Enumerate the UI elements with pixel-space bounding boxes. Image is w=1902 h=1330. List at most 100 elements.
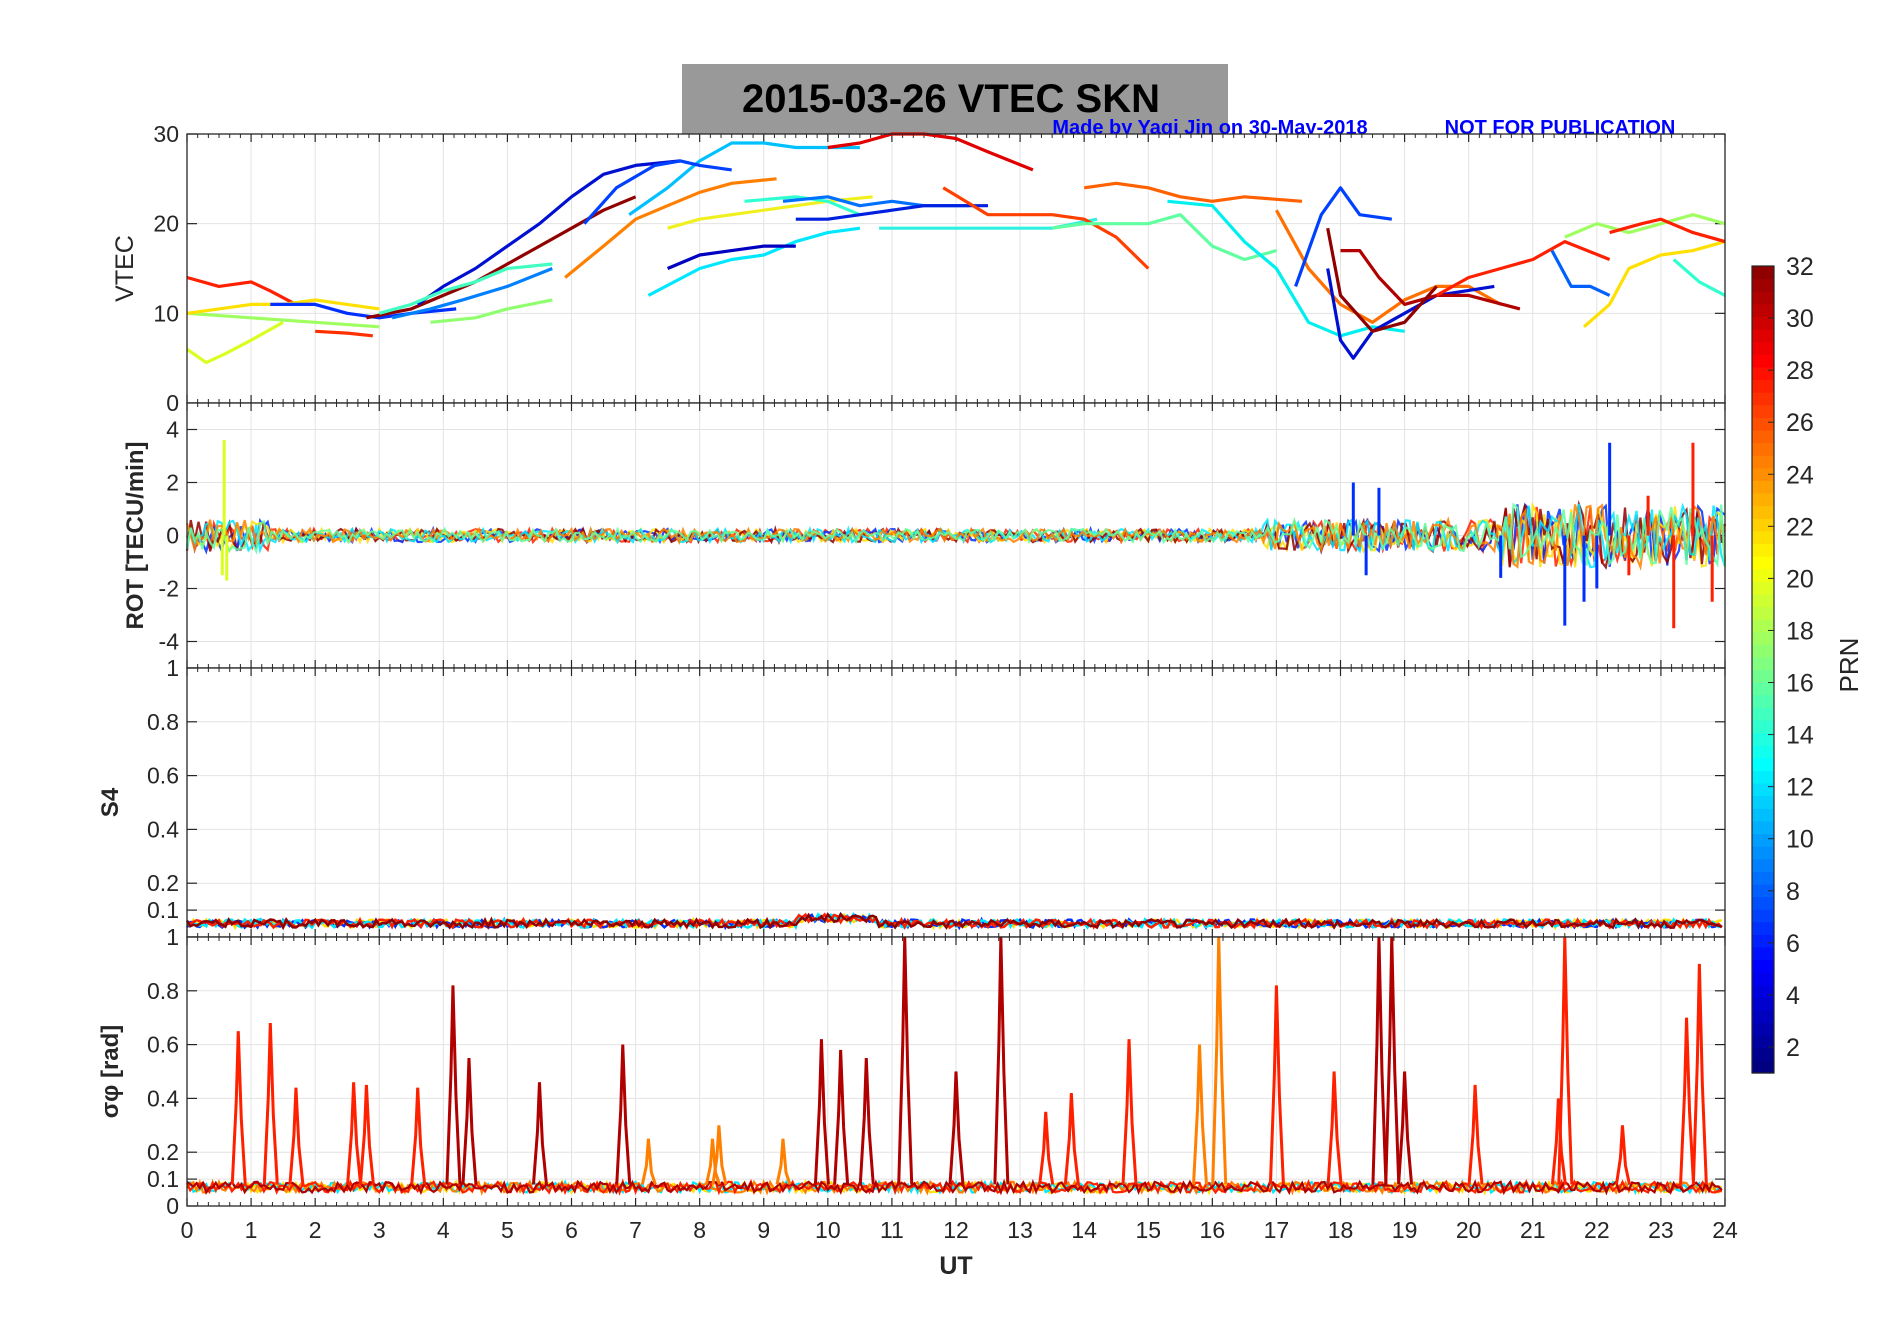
colorbar-tick-label: 6	[1786, 930, 1800, 958]
x-tick-label: 3	[373, 1217, 386, 1243]
colorbar-segment	[1752, 266, 1774, 280]
x-tick-label: 9	[757, 1217, 770, 1243]
y-tick-label: 0.1	[147, 897, 179, 923]
colorbar-segment	[1752, 341, 1774, 355]
series-line	[647, 226, 861, 297]
sigma-spike	[705, 1138, 721, 1185]
x-tick-label: 6	[565, 1217, 578, 1243]
colorbar-segment	[1752, 1047, 1774, 1061]
series-line	[1435, 240, 1611, 297]
colorbar-segment	[1752, 631, 1774, 645]
series-line	[583, 159, 732, 225]
colorbar-segment	[1752, 883, 1774, 898]
y-tick-label: 20	[153, 211, 179, 237]
colorbar-segment	[1752, 518, 1774, 532]
x-tick-label: 2	[309, 1217, 322, 1243]
rot-noise	[185, 502, 1727, 568]
colorbar-tick-label: 30	[1786, 305, 1814, 333]
x-tick-label: 1	[245, 1217, 258, 1243]
colorbar-segment	[1752, 959, 1774, 973]
y-tick-label: 1	[166, 924, 179, 950]
x-tick-label: 19	[1392, 1217, 1418, 1243]
x-tick-label: 23	[1648, 1217, 1674, 1243]
colorbar-segment	[1752, 934, 1774, 948]
sigma-spike	[461, 1057, 478, 1185]
colorbar-segment	[1752, 1022, 1774, 1036]
sigma-spike	[1691, 963, 1708, 1185]
sigma-spike	[358, 1084, 375, 1185]
series-line	[1051, 213, 1277, 262]
colorbar-segment	[1752, 278, 1774, 292]
sigma-spike	[640, 1138, 657, 1185]
y-axis-label: VTEC	[111, 235, 139, 302]
sigma-spike	[1038, 1111, 1055, 1185]
series-line	[430, 298, 553, 324]
colorbar-tick-label: 12	[1786, 774, 1814, 802]
y-tick-label: 0	[166, 390, 179, 416]
series-line	[1167, 199, 1405, 338]
colorbar-segment	[1752, 858, 1774, 872]
series-line	[1564, 213, 1726, 239]
sigma-spike	[711, 1125, 728, 1185]
sigma-spike	[445, 985, 462, 1185]
y-tick-label: 0	[166, 523, 179, 549]
x-tick-label: 13	[1007, 1217, 1033, 1243]
y-axis-label: σφ [rad]	[97, 1025, 124, 1119]
colorbar-segment	[1752, 732, 1774, 746]
y-tick-label: 0.8	[147, 709, 179, 735]
series-line	[1550, 249, 1611, 297]
x-tick-label: 5	[501, 1217, 514, 1243]
sigma-spike	[1550, 1098, 1567, 1185]
sigma-spike	[262, 1023, 279, 1185]
colorbar-segment	[1752, 984, 1774, 998]
sigma-spike	[1467, 1084, 1484, 1185]
colorbar-segment	[1752, 946, 1774, 961]
sigma-spike	[1326, 1071, 1343, 1185]
colorbar-segment	[1752, 808, 1774, 822]
colorbar-segment	[1752, 543, 1774, 557]
colorbar-segment	[1752, 619, 1774, 633]
colorbar-segment	[1752, 820, 1774, 835]
colorbar-segment	[1752, 757, 1774, 771]
colorbar-segment	[1752, 291, 1774, 305]
panel-rot: -4 -2 0 2 4 ROT [TECU/min]	[122, 402, 1727, 669]
colorbar-tick-label: 16	[1786, 670, 1814, 698]
colorbar-segment	[1752, 593, 1774, 608]
x-tick-label: 10	[815, 1217, 841, 1243]
x-tick-label: 14	[1071, 1217, 1097, 1243]
colorbar-segment	[1752, 1060, 1774, 1074]
sigma-spike	[833, 1049, 850, 1185]
colorbar-segment	[1752, 442, 1774, 456]
x-tick-label: 0	[181, 1217, 194, 1243]
colorbar-segment	[1752, 530, 1774, 545]
sigma-spike	[1614, 1125, 1631, 1185]
colorbar-tick-label: 2	[1786, 1034, 1800, 1062]
colorbar-segment	[1752, 921, 1774, 935]
series-line	[391, 267, 553, 320]
sigma-spike	[346, 1082, 363, 1185]
sigma-base	[186, 1178, 1723, 1196]
series-line	[186, 320, 284, 365]
colorbar-tick-label: 18	[1786, 617, 1814, 645]
colorbar-segment	[1752, 392, 1774, 406]
colorbar-segment	[1752, 896, 1774, 910]
colorbar-segment	[1752, 871, 1774, 885]
colorbar-segment	[1752, 795, 1774, 809]
colorbar-segment	[1752, 707, 1774, 721]
colorbar-tick-label: 22	[1786, 513, 1814, 541]
series-line	[1326, 227, 1438, 333]
colorbar-segment	[1752, 909, 1774, 923]
colorbar-segment	[1752, 467, 1774, 481]
sigma-spike	[813, 1039, 830, 1185]
colorbar-segment	[1752, 556, 1774, 570]
panel-s4: 0.10.2 0.4 0.6 0.8 1 S4	[97, 655, 1726, 938]
colorbar-segment	[1752, 354, 1774, 368]
colorbar-segment	[1752, 429, 1774, 444]
colorbar-segment	[1752, 719, 1774, 734]
x-tick-label: 4	[437, 1217, 450, 1243]
s4-line	[185, 912, 1723, 931]
colorbar-label: PRN	[1834, 638, 1864, 693]
y-tick-label: 30	[153, 121, 179, 147]
